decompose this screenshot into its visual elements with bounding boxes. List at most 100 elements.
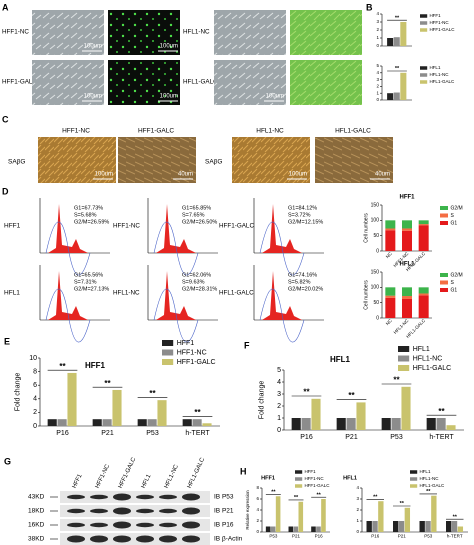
panel-label: G — [4, 456, 11, 466]
scale-bar-label: 100um — [289, 172, 307, 178]
sa-beta-gal-image — [38, 137, 116, 183]
row-label: HFF1-GALC — [2, 79, 37, 86]
x-tick-label: P16 — [315, 534, 324, 539]
blot-band — [113, 493, 131, 501]
legend-label: HFF1-NC — [177, 349, 207, 356]
y-tick-label: 0 — [356, 529, 359, 534]
cell-cycle-stat: S=7.65% — [182, 212, 205, 218]
bar — [346, 418, 356, 430]
bar — [398, 521, 405, 532]
chart-title: HFF1 — [400, 195, 416, 201]
cell-cycle-stat: G1=62.06% — [182, 272, 211, 278]
blot-band — [67, 522, 85, 528]
brightfield-image — [214, 60, 286, 105]
blot-band — [90, 522, 108, 528]
bar — [275, 496, 281, 532]
significance-label: ** — [395, 15, 400, 21]
blot-band — [182, 535, 200, 543]
blot-strip — [60, 491, 210, 503]
bar — [366, 521, 372, 532]
stacked-bar — [418, 293, 429, 296]
legend-swatch — [420, 28, 428, 32]
x-tick-label: NC — [385, 250, 394, 259]
y-tick-label: 100 — [371, 218, 380, 224]
bar — [291, 418, 301, 430]
bar — [192, 419, 202, 426]
legend-swatch — [295, 470, 303, 474]
cell-cycle-stat: G2/M=26.50% — [182, 219, 217, 225]
cell-cycle-stat: G1=65.56% — [74, 272, 103, 278]
marker-label: 38KD — [28, 536, 45, 543]
stacked-bar — [402, 230, 412, 251]
cell-cycle-stat: G2/M=27.13% — [74, 286, 109, 292]
fluorescence-image — [108, 60, 180, 105]
blot-band — [113, 521, 131, 529]
cell-cycle-stat: S=7.31% — [74, 279, 97, 285]
significance-label: ** — [271, 490, 276, 496]
y-tick-label: 50 — [373, 300, 379, 306]
bar — [436, 418, 446, 430]
x-tick-label: P16 — [371, 534, 380, 539]
significance-label: ** — [373, 495, 378, 501]
fit-curve — [45, 288, 91, 343]
legend-swatch — [398, 346, 410, 352]
significance-label: ** — [400, 501, 405, 507]
blot-strip — [60, 505, 210, 517]
y-tick-label: 0 — [376, 97, 379, 102]
bar — [404, 507, 411, 532]
x-tick-label: h-TERT — [185, 430, 210, 437]
stacked-bar — [402, 220, 412, 229]
legend-label: G2/M — [451, 205, 463, 211]
blot-band — [67, 535, 85, 543]
y-axis-label: Cell numbers — [363, 280, 369, 310]
legend-label: HFL1-NC — [419, 476, 439, 481]
y-axis-label: Fold change — [258, 381, 265, 420]
bar — [401, 386, 411, 430]
scale-bar-label: 40um — [178, 172, 193, 178]
significance-label: ** — [426, 489, 431, 495]
blot-band — [159, 508, 177, 514]
panel-label: F — [244, 340, 250, 350]
significance-label: ** — [317, 492, 322, 498]
bar — [378, 501, 384, 532]
y-tick-label: 10 — [29, 355, 37, 362]
x-tick-label: h-TERT — [447, 534, 463, 539]
image-title: HFL1-GALC — [335, 128, 371, 135]
legend-swatch — [162, 349, 174, 356]
bar — [316, 526, 321, 532]
blot-strip — [60, 519, 210, 531]
bar — [425, 521, 431, 532]
bar — [393, 92, 400, 100]
blot-band — [113, 535, 131, 543]
legend-swatch — [440, 288, 448, 292]
bar — [301, 418, 311, 430]
y-tick-label: 1 — [277, 415, 281, 422]
x-tick-label: h-TERT — [429, 434, 454, 441]
blot-band — [90, 508, 108, 514]
y-tick-label: 2 — [256, 518, 259, 523]
stacked-bar — [402, 287, 412, 297]
legend-label: HFL1-GALC — [413, 365, 452, 372]
stacked-bar — [385, 228, 396, 231]
bar — [381, 418, 391, 430]
stacked-bar — [418, 220, 429, 225]
y-tick-label: 3 — [376, 19, 379, 24]
bar — [431, 495, 437, 532]
significance-label: ** — [393, 376, 400, 385]
bar — [298, 501, 304, 532]
significance-label: ** — [194, 408, 201, 417]
y-tick-label: 0 — [376, 248, 379, 254]
cell-cycle-stat: S=5.82% — [288, 279, 311, 285]
g1-peak — [262, 271, 302, 320]
cell-cycle-stat: S=9.63% — [182, 279, 205, 285]
legend-label: HFF1-NC — [429, 20, 449, 25]
y-tick-label: 2 — [376, 27, 379, 32]
y-tick-label: 100 — [371, 285, 380, 291]
legend-label: HFL1-GALC — [429, 79, 455, 84]
marker-label: 16KD — [28, 522, 45, 529]
y-tick-label: 4 — [33, 396, 37, 403]
blot-band — [90, 535, 108, 543]
legend-swatch — [398, 365, 410, 371]
row-label: HFF1 — [4, 223, 21, 230]
cell-cycle-stat: G2/M=12.15% — [288, 219, 323, 225]
